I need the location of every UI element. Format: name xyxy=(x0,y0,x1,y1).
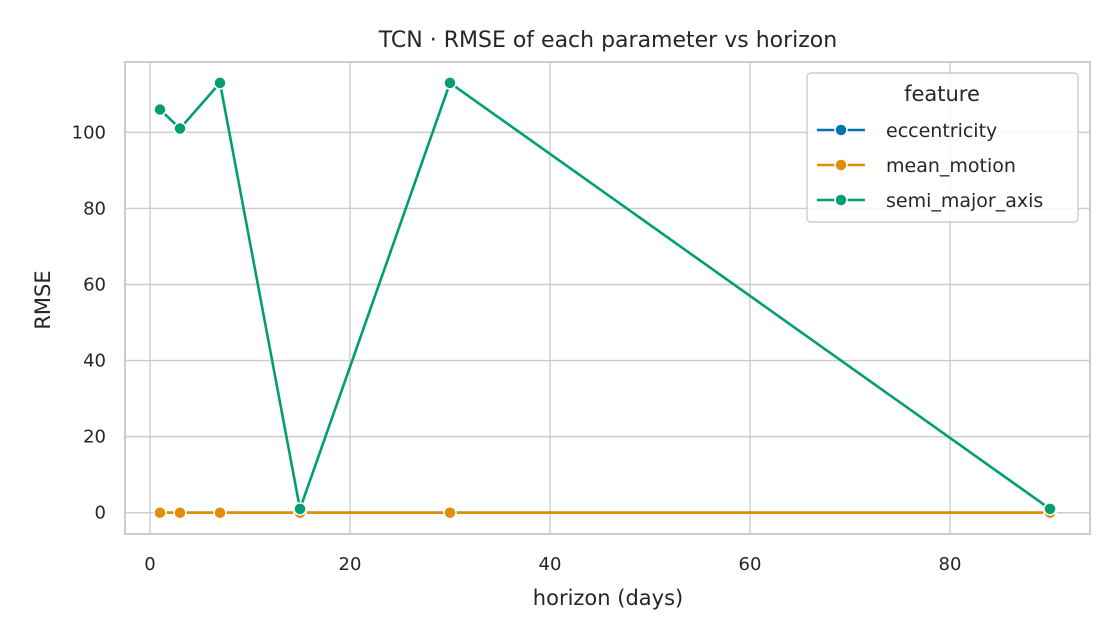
data-point-semi-major-axis xyxy=(213,76,227,90)
legend-marker xyxy=(834,158,848,172)
x-axis-label: horizon (days) xyxy=(533,586,683,610)
legend-label: eccentricity xyxy=(886,120,997,142)
x-tick-label: 0 xyxy=(144,554,155,575)
legend-box xyxy=(806,72,1079,223)
y-tick-label: 60 xyxy=(83,274,106,295)
legend-title: feature xyxy=(904,82,980,106)
data-point-semi-major-axis xyxy=(173,121,187,136)
data-point-semi-major-axis xyxy=(153,102,167,117)
plot-frame xyxy=(124,61,1091,535)
data-point-semi-major-axis xyxy=(1043,502,1057,516)
data-point-mean-motion xyxy=(443,505,457,520)
series-semi-major-axis xyxy=(153,76,1057,516)
legend-marker xyxy=(834,123,848,137)
chart-title: TCN · RMSE of each parameter vs horizon xyxy=(378,28,837,53)
x-tick-label: 20 xyxy=(339,554,362,575)
x-tick-label: 40 xyxy=(539,554,562,575)
plot-area xyxy=(153,76,1057,520)
y-tick-label: 80 xyxy=(83,198,106,219)
data-point-semi-major-axis xyxy=(443,76,457,90)
legend: feature eccentricity mean_motion semi_majo… xyxy=(806,72,1079,223)
legend-label: mean_motion xyxy=(886,155,1016,177)
data-point-mean-motion xyxy=(213,505,227,520)
data-point-mean-motion xyxy=(173,505,187,520)
y-tick-label: 40 xyxy=(83,351,106,372)
series-mean-motion xyxy=(153,505,1057,520)
data-point-semi-major-axis xyxy=(293,502,307,516)
y-tick-label: 0 xyxy=(95,503,106,524)
x-tick-label: 80 xyxy=(939,554,962,575)
axis-ticks: 0 20 40 60 80 0 20 40 60 80 100 xyxy=(72,122,962,575)
data-point-mean-motion xyxy=(153,505,167,520)
x-tick-label: 60 xyxy=(739,554,762,575)
legend-entry-semi-major-axis: semi_major_axis xyxy=(817,190,1043,212)
legend-label: semi_major_axis xyxy=(886,190,1043,212)
legend-entry-eccentricity: eccentricity xyxy=(817,120,997,142)
y-tick-label: 20 xyxy=(83,427,106,448)
legend-entry-mean-motion: mean_motion xyxy=(817,155,1016,177)
y-tick-label: 100 xyxy=(72,122,106,143)
y-axis-label: RMSE xyxy=(31,270,55,329)
legend-marker xyxy=(834,193,848,207)
